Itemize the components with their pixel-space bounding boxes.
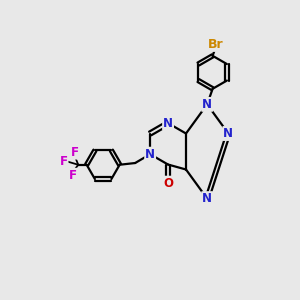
Text: N: N bbox=[223, 127, 233, 140]
Text: N: N bbox=[145, 148, 155, 161]
Text: F: F bbox=[70, 146, 79, 159]
Text: N: N bbox=[202, 192, 212, 205]
Text: O: O bbox=[163, 177, 173, 190]
Text: N: N bbox=[202, 98, 212, 111]
Text: F: F bbox=[59, 155, 68, 168]
Text: F: F bbox=[69, 169, 77, 182]
Text: Br: Br bbox=[208, 38, 224, 51]
Text: N: N bbox=[163, 117, 173, 130]
